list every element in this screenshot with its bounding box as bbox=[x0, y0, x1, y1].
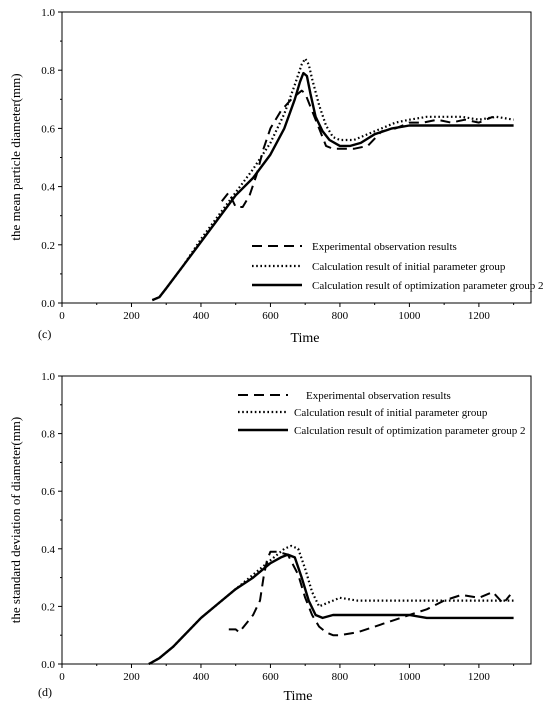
y-tick-label: 0.2 bbox=[41, 601, 55, 613]
legend-entry-initial: Calculation result of initial parameter … bbox=[252, 261, 506, 273]
x-tick-label: 400 bbox=[193, 671, 210, 683]
y-tick-label: 0.0 bbox=[41, 298, 55, 310]
x-tick-label: 200 bbox=[123, 310, 140, 322]
series-line-dashed bbox=[228, 550, 511, 637]
series-layer bbox=[151, 57, 514, 302]
x-tick-label: 1000 bbox=[398, 310, 421, 322]
legend-label: Calculation result of optimization param… bbox=[294, 425, 526, 437]
y-ticks: 0.0 0.2 0.4 0.6 0.8 1.0 bbox=[41, 7, 62, 310]
y-tick-label: 0.4 bbox=[41, 182, 55, 194]
x-ticks: 0 200 400 600 800 1000 1200 bbox=[59, 664, 515, 683]
y-tick-label: 0.0 bbox=[41, 659, 55, 671]
x-tick-label: 200 bbox=[123, 671, 140, 683]
legend: Experimental observation results Calcula… bbox=[252, 241, 544, 292]
y-axis-title: the mean particle diameter(mm) bbox=[8, 73, 23, 240]
series-line-solid bbox=[148, 553, 514, 666]
plot-frame bbox=[61, 11, 532, 304]
x-tick-label: 0 bbox=[59, 671, 65, 683]
y-tick-label: 0.4 bbox=[41, 544, 55, 556]
x-tick-label: 800 bbox=[332, 671, 349, 683]
y-ticks: 0.0 0.2 0.4 0.6 0.8 1.0 bbox=[41, 371, 62, 671]
legend-label: Experimental observation results bbox=[306, 390, 451, 402]
x-tick-label: 1200 bbox=[468, 671, 491, 683]
legend-entry-initial: Calculation result of initial parameter … bbox=[238, 407, 488, 419]
x-tick-label: 600 bbox=[262, 310, 279, 322]
legend: Experimental observation results Calcula… bbox=[238, 390, 526, 437]
y-tick-label: 1.0 bbox=[41, 7, 55, 19]
chart-panel-c: 0 200 400 600 800 1000 1200 0.0 0.2 0.4 0.6 0.8 1.0… bbox=[8, 7, 544, 346]
plot-frame bbox=[61, 375, 532, 665]
series-layer bbox=[148, 544, 514, 666]
x-ticks: 0 200 400 600 800 1000 1200 bbox=[59, 303, 515, 322]
series-line-solid bbox=[151, 71, 514, 302]
series-line-dashed bbox=[221, 89, 494, 208]
y-tick-label: 1.0 bbox=[41, 371, 55, 383]
y-tick-label: 0.6 bbox=[41, 123, 55, 135]
x-axis-title: Time bbox=[283, 689, 312, 704]
x-axis-title: Time bbox=[290, 331, 319, 346]
series-line-dotted bbox=[148, 544, 514, 665]
panel-label: (d) bbox=[38, 685, 52, 699]
x-tick-label: 0 bbox=[59, 310, 65, 322]
x-tick-label: 600 bbox=[262, 671, 279, 683]
series-line-dotted bbox=[151, 57, 514, 302]
legend-entry-experimental: Experimental observation results bbox=[252, 241, 457, 253]
chart-panel-d: 0 200 400 600 800 1000 1200 0.0 0.2 0.4 0.6 0.8 1.0… bbox=[8, 371, 532, 704]
y-axis-title: the standard deviation of diameter(mm) bbox=[8, 417, 23, 623]
y-tick-label: 0.8 bbox=[41, 65, 55, 77]
y-tick-label: 0.8 bbox=[41, 429, 55, 441]
y-tick-label: 0.2 bbox=[41, 240, 55, 252]
legend-entry-optimization: Calculation result of optimization param… bbox=[238, 425, 526, 437]
legend-entry-optimization: Calculation result of optimization param… bbox=[252, 280, 544, 292]
legend-label: Calculation result of initial parameter … bbox=[312, 261, 506, 273]
legend-label: Calculation result of optimization param… bbox=[312, 280, 544, 292]
legend-entry-experimental: Experimental observation results bbox=[238, 390, 451, 402]
x-tick-label: 1200 bbox=[468, 310, 491, 322]
legend-label: Experimental observation results bbox=[312, 241, 457, 253]
x-tick-label: 800 bbox=[332, 310, 349, 322]
legend-label: Calculation result of initial parameter … bbox=[294, 407, 488, 419]
y-tick-label: 0.6 bbox=[41, 486, 55, 498]
panel-label: (c) bbox=[38, 327, 51, 341]
x-tick-label: 400 bbox=[193, 310, 210, 322]
x-tick-label: 1000 bbox=[398, 671, 421, 683]
